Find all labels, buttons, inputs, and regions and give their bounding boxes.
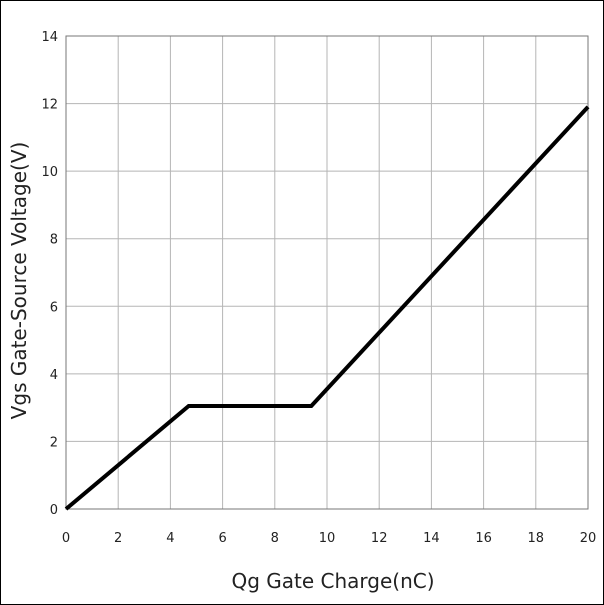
x-tick-label: 4: [166, 531, 174, 546]
x-tick-label: 0: [62, 531, 70, 546]
x-tick-labels: 0 2 4 6 8 10 12 14 16 18 20: [62, 531, 596, 546]
y-tick-label: 12: [41, 98, 58, 113]
x-tick-label: 18: [528, 531, 545, 546]
series-line: [64, 105, 590, 511]
y-tick-label: 10: [41, 165, 58, 180]
x-tick-label: 10: [319, 531, 336, 546]
x-axis-label: Qg Gate Charge(nC): [231, 569, 434, 593]
y-axis-label: Vgs Gate-Source Voltage(V): [7, 142, 31, 420]
y-tick-label: 0: [50, 503, 58, 518]
y-tick-label: 2: [50, 435, 58, 450]
y-tick-labels: 0 2 4 6 8 10 12 14: [41, 30, 58, 518]
plot-border: [65, 35, 589, 510]
x-tick-label: 16: [475, 531, 492, 546]
grid: [65, 35, 589, 510]
x-tick-label: 20: [580, 531, 597, 546]
y-tick-label: 6: [50, 300, 58, 315]
x-tick-label: 2: [114, 531, 122, 546]
x-tick-label: 14: [423, 531, 440, 546]
y-tick-label: 8: [50, 233, 58, 248]
y-tick-label: 4: [50, 368, 58, 383]
series-layer: [64, 105, 590, 511]
x-tick-label: 6: [218, 531, 226, 546]
x-tick-label: 8: [271, 531, 279, 546]
y-tick-label: 14: [41, 30, 58, 45]
x-tick-label: 12: [371, 531, 388, 546]
